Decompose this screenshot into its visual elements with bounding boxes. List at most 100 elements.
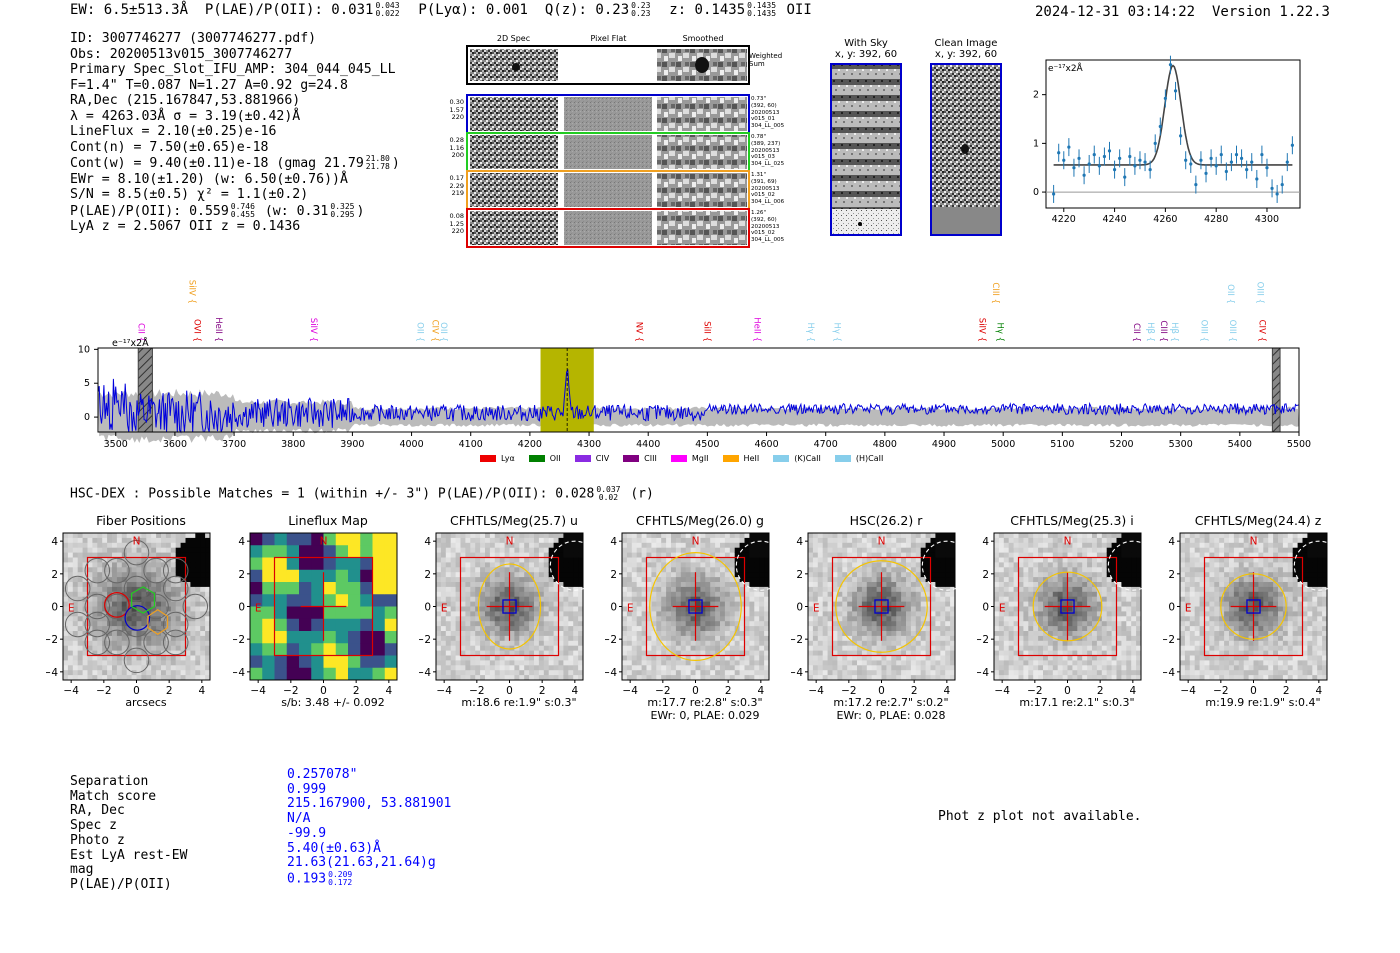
fiber-circle (143, 629, 169, 656)
aperture-ellipse (649, 551, 742, 662)
with-sky-coords: x, y: 392, 60 (834, 49, 898, 60)
neighbor-circle (735, 540, 786, 591)
search-box (273, 556, 374, 657)
line-fit-point (1097, 164, 1101, 168)
spec2d-left-value: 0.17 (449, 174, 464, 182)
legend-swatch (480, 455, 496, 462)
legend-label: CIV (595, 454, 610, 463)
cutout-6: CFHTLS/Meg(24.4) z N E −4 −4 −2 −2 0 0 2 2 4 4 m:19.9… (1163, 513, 1353, 723)
line-fit-xtick-label: 4300 (1255, 214, 1279, 225)
spec2d-left-value: 220 (451, 113, 464, 121)
cutout-ytick: −4 (791, 667, 803, 679)
spec2d-row-3-2d (470, 211, 558, 245)
legend-item: OII (528, 454, 561, 463)
line-legend: Lyα OII CIV CIII MgII HeII (K)CaII (H)CaII (480, 447, 897, 466)
fiber-circle (162, 575, 189, 602)
full-spectrum-flux (97, 368, 1300, 434)
stat-plae-hi: 0.209 (328, 869, 353, 879)
fiber-red (104, 592, 130, 618)
spec2d-left-value: 1.16 (449, 143, 464, 152)
spec2d-header-2d: 2D Spec (496, 34, 531, 43)
ew-value: EW: 6.5±513.3Å (70, 2, 189, 18)
legend-swatch (834, 455, 851, 462)
cutout-ytick: 4 (796, 536, 803, 548)
plae-lo: 0.022 (375, 9, 400, 18)
cutout-title: Lineflux Map (288, 513, 368, 528)
east-label: E (441, 602, 448, 614)
with-sky-title: With Sky x, y: 392, 60 (830, 38, 902, 60)
info-contn: Cont(n) = 7.50(±0.65)e-18 (70, 139, 269, 155)
z-line: OII (786, 2, 812, 18)
stat-label: Est LyA rest-EW (70, 847, 188, 863)
info-id: ID: 3007746277 (3007746277.pdf) (70, 31, 317, 46)
line-fit-point (1077, 156, 1081, 160)
spectral-line-label: CIII { (1158, 320, 1168, 342)
fiber-circle (143, 593, 169, 620)
full-spectrum-xtick-label: 3800 (281, 439, 305, 450)
stat-value-text: N/A (287, 811, 311, 827)
spec2d-left-value: 219 (451, 189, 464, 197)
cutout-image: N E −4 −4 −2 −2 0 0 2 2 4 4 (605, 532, 786, 697)
hsc-lo: 0.02 (598, 493, 619, 502)
line-fit-point (1189, 162, 1193, 166)
aperture-ellipse (477, 563, 542, 650)
info-sn: S/N = 8.5(±0.5) χ² = 1.1(±0.2) (70, 187, 309, 202)
legend-label: HeII (743, 454, 760, 463)
spectral-line-label: CIV { (1256, 320, 1266, 342)
full-spectrum-xtick-label: 3700 (222, 439, 246, 450)
line-fit-point (1092, 153, 1096, 157)
fiber-circle (84, 593, 111, 620)
cutout-ytick: 2 (796, 569, 803, 581)
cutout-ytick: −4 (419, 667, 431, 679)
line-fit-point (1112, 167, 1117, 172)
qz-hi: 0.23 (631, 1, 651, 10)
line-fit-point (1290, 143, 1294, 147)
cutout-ytick: −4 (605, 667, 617, 679)
spec2d-images (466, 45, 750, 248)
spec2d-right-value: (389, 237) (751, 140, 781, 147)
line-fit-point (1219, 153, 1223, 157)
full-spectrum-unit: e⁻¹⁷x2Å (112, 337, 149, 349)
full-spectrum-xtick-label: 3500 (104, 439, 128, 450)
info-plae-w-lo: 0.295 (330, 209, 355, 219)
spectral-line-label: HeII { (213, 317, 223, 342)
spec2d-row-0-flat (564, 97, 652, 131)
cutout-xtick: 4 (385, 685, 392, 697)
spec2d-row-3-right: 1.26" (392, 60) 20200513 v015_02 304_LL_005 (751, 210, 784, 244)
line-fit-ytick-label: 2 (1033, 90, 1039, 101)
summary-header: EW: 6.5±513.3Å P(LAE)/P(OII): 0.031 0.043… (70, 1, 812, 19)
spec2d-row-1-left: 0.28 1.16 200 (444, 136, 464, 160)
spec2d-row-0-right: 0.73" (392, 60) 20200513 v015_01 304_LL_005 (751, 96, 784, 130)
search-box (86, 556, 187, 657)
legend-item: CIII (623, 454, 657, 463)
cutout-xtick: 2 (1097, 685, 1104, 697)
line-fit-point (1173, 89, 1178, 93)
north-label: N (692, 535, 700, 547)
clean-image (930, 63, 1002, 236)
spec2d-left-value: 0.08 (449, 212, 464, 220)
full-spectrum-xtick-label: 5100 (1050, 439, 1074, 450)
fiber-circle (104, 557, 130, 584)
cutout-ytick: −2 (977, 634, 989, 646)
cutout-caption: arcsecs (125, 696, 167, 709)
full-spectrum-chart: 3500 3600 3700 3800 3900 4000 4100 4200 4300 4400… (78, 280, 1311, 450)
hsc-suffix: (r) (630, 486, 654, 502)
z-lo: 0.1435 (747, 9, 777, 18)
stat-label: Photo z (70, 832, 125, 848)
north-label: N (878, 535, 886, 547)
cutout-ytick: 4 (1168, 536, 1175, 548)
info-obs: Obs: 20200513v015_3007746277 (70, 46, 293, 62)
north-label: N (320, 535, 328, 547)
fiber-circle (84, 611, 111, 638)
spec2d-left-value: 1.57 (449, 105, 464, 114)
cutout-xtick: 2 (166, 685, 173, 697)
stat-value: -99.9 (287, 826, 451, 842)
spec2d-headers: 2D Spec Pixel Flat Smoothed (466, 34, 750, 43)
stat-value: 215.167900, 53.881901 (287, 797, 451, 812)
cutout-xtick: −2 (1027, 685, 1042, 697)
spectral-line-label: OII { (438, 322, 448, 342)
catalog-match-box (1246, 599, 1261, 614)
cutout-image: N E −4 −4 −2 −2 0 0 2 2 4 4 (1163, 532, 1344, 697)
cutout-xtick: 0 (320, 685, 327, 697)
cutout-ytick: 0 (1168, 602, 1175, 614)
